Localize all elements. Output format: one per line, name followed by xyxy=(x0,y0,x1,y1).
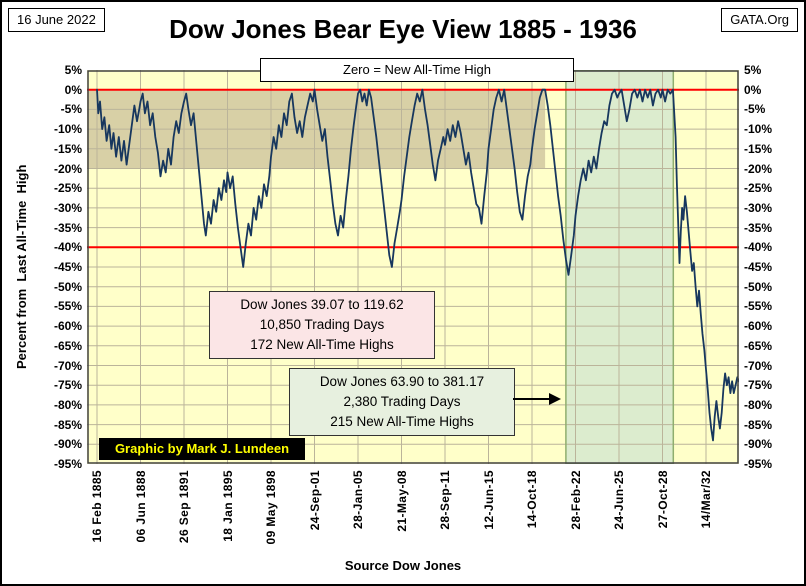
y-tick-label: -75% xyxy=(53,378,82,393)
y-tick-label: -80% xyxy=(744,397,773,412)
annotation-line: Dow Jones 39.07 to 119.62 xyxy=(240,297,404,312)
y-tick-label: -95% xyxy=(744,457,773,471)
y-tick-label: -65% xyxy=(744,338,773,353)
y-tick-label: -60% xyxy=(53,319,82,334)
y-tick-label: -30% xyxy=(744,200,773,215)
y-tick-label: -90% xyxy=(53,437,82,452)
annotation-line: Dow Jones 63.90 to 381.17 xyxy=(319,374,485,389)
date-label: 16 June 2022 xyxy=(8,8,105,32)
y-tick-label: -15% xyxy=(53,141,82,156)
y-tick-label: -65% xyxy=(53,338,82,353)
y-tick-label: -15% xyxy=(744,141,773,156)
y-tick-label: -70% xyxy=(53,358,82,373)
y-tick-label: -95% xyxy=(53,457,82,471)
y-tick-label: -80% xyxy=(53,397,82,412)
y-tick-label: -30% xyxy=(53,200,82,215)
x-tick-label: 18 Jan 1895 xyxy=(220,470,235,542)
y-tick-label: -50% xyxy=(744,279,773,294)
y-tick-label: -85% xyxy=(53,417,82,432)
y-tick-label: -85% xyxy=(744,417,773,432)
annotation-line: 215 New All-Time Highs xyxy=(330,414,474,429)
x-tick-label: 12-Jun-15 xyxy=(481,470,496,530)
x-tick-label: 21-May-08 xyxy=(394,470,409,532)
y-tick-label: 5% xyxy=(64,63,82,77)
y-tick-label: -60% xyxy=(744,319,773,334)
arrow-icon xyxy=(513,393,561,405)
y-tick-label: -25% xyxy=(744,181,773,196)
dow-drawdown-line xyxy=(96,88,740,442)
y-tick-label: -20% xyxy=(744,161,773,176)
y-tick-label: -50% xyxy=(53,279,82,294)
y-tick-label: -5% xyxy=(60,102,82,117)
x-tick-label: 28-Feb-22 xyxy=(568,470,583,530)
y-tick-label: -35% xyxy=(744,220,773,235)
y-tick-label: -75% xyxy=(744,378,773,393)
x-tick-label: 27-Oct-28 xyxy=(655,470,670,529)
annotation-line: 10,850 Trading Days xyxy=(259,317,385,332)
credit-label: Graphic by Mark J. Lundeen xyxy=(99,438,305,460)
y-tick-label: -40% xyxy=(53,240,82,255)
x-tick-label: 14-Oct-18 xyxy=(525,470,539,529)
x-tick-label: 06 Jun 1888 xyxy=(133,470,148,543)
y-tick-label: -55% xyxy=(53,299,82,314)
x-tick-label: 24-Jun-25 xyxy=(612,470,626,530)
zero-note-label: Zero = New All-Time High xyxy=(260,58,574,82)
y-tick-label: -10% xyxy=(53,122,82,137)
y-tick-label: -35% xyxy=(53,220,82,235)
x-tick-label: 09 May 1898 xyxy=(264,470,278,545)
y-tick-label: 0% xyxy=(64,82,82,97)
page-title: Dow Jones Bear Eye View 1885 - 1936 xyxy=(169,14,637,44)
gata-org-label: GATA.Org xyxy=(721,8,798,32)
x-tick-label: 24-Sep-01 xyxy=(307,470,322,531)
x-tick-label: 28-Sep-11 xyxy=(438,470,452,530)
y-tick-label: -45% xyxy=(53,260,82,274)
source-label: Source Dow Jones xyxy=(344,558,462,573)
y-tick-label: -10% xyxy=(744,122,773,137)
x-tick-label: 16 Feb 1885 xyxy=(90,470,104,543)
annotation-first-period: Dow Jones 39.07 to 119.62 10,850 Trading… xyxy=(209,291,435,359)
x-tick-label: 28-Jan-05 xyxy=(351,470,365,529)
x-tick-label: 26 Sep 1891 xyxy=(177,470,191,544)
y-tick-label: -25% xyxy=(53,181,82,196)
y-tick-label: -5% xyxy=(744,102,766,117)
y-tick-label: 0% xyxy=(744,82,762,97)
y-tick-label: -55% xyxy=(744,299,773,314)
y-tick-label: -45% xyxy=(744,260,773,274)
annotation-line: 172 New All-Time Highs xyxy=(250,337,394,352)
y-tick-label: -90% xyxy=(744,437,773,452)
y-tick-label: -40% xyxy=(744,240,773,255)
x-tick-label: 14/Mar/32 xyxy=(699,470,713,529)
annotation-line: 2,380 Trading Days xyxy=(343,394,461,409)
y-tick-label: -70% xyxy=(744,358,773,373)
y-tick-label: -20% xyxy=(53,161,82,176)
y-tick-label: 5% xyxy=(744,63,762,77)
y-axis-title: Percent from Last All-Time High xyxy=(14,164,29,370)
annotation-second-period: Dow Jones 63.90 to 381.17 2,380 Trading … xyxy=(289,368,515,436)
